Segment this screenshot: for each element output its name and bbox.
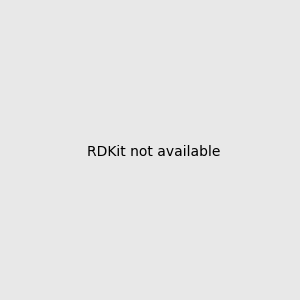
Text: RDKit not available: RDKit not available <box>87 145 220 158</box>
